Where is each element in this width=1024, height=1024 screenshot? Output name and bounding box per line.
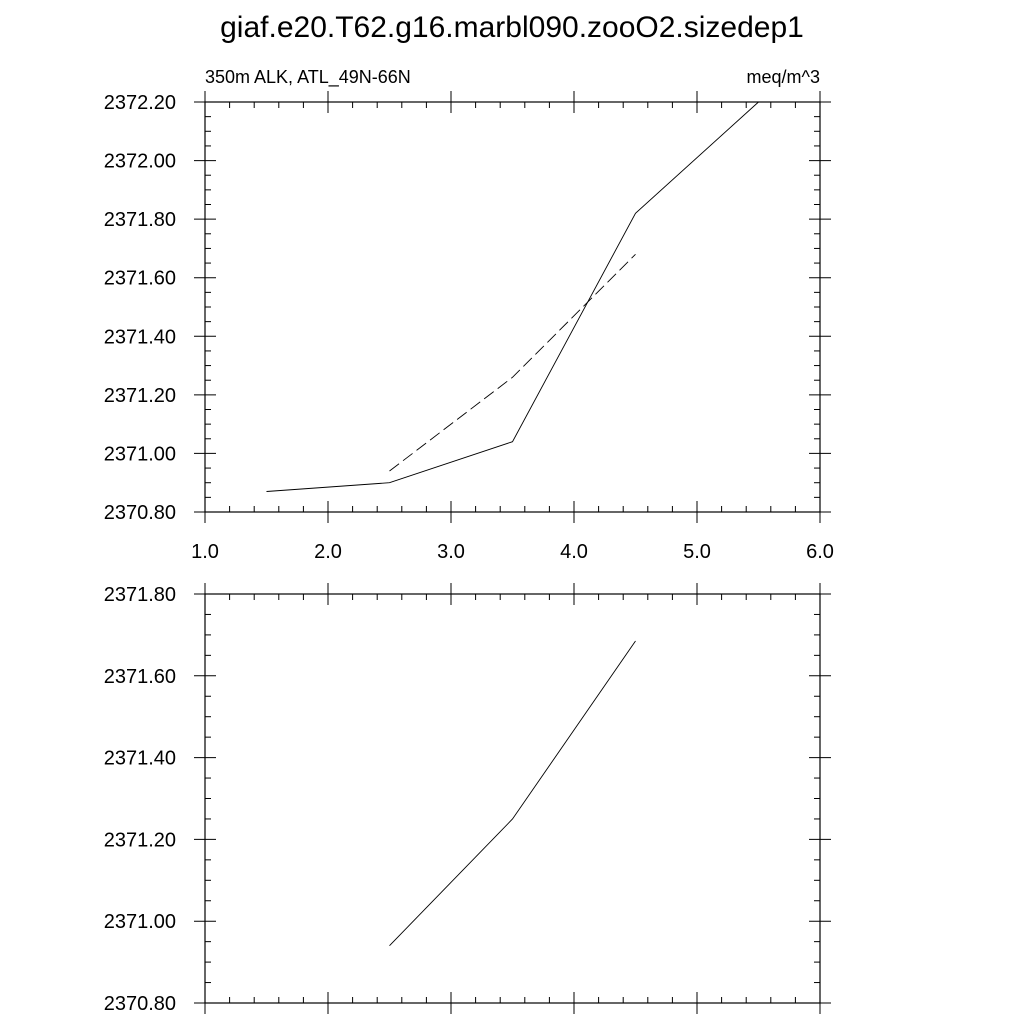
top-x-tick-label: 5.0 [683, 541, 711, 563]
chart-title: giaf.e20.T62.g16.marbl090.zooO2.sizedep1 [220, 11, 804, 44]
bottom-y-tick-label: 2371.60 [104, 666, 176, 688]
top-y-tick-label: 2370.80 [104, 502, 176, 524]
top-y-tick-label: 2372.00 [104, 151, 176, 173]
top-y-tick-label: 2371.60 [104, 268, 176, 290]
top-x-tick-label: 3.0 [437, 541, 465, 563]
top-y-tick-label: 2371.20 [104, 385, 176, 407]
bottom-panel: 2370.80 2371.00 2371.20 2371.40 2371.60 2371.… [104, 583, 831, 1015]
top-series-solid-line [266, 101, 759, 492]
top-y-tick-label: 2371.00 [104, 443, 176, 465]
top-y-tick-label: 2372.20 [104, 92, 176, 114]
top-panel: 350m ALK, ATL_49N-66N meq/m^3 1.0 2.0 3.0 4… [104, 67, 834, 563]
top-panel-left-label: 350m ALK, ATL_49N-66N [205, 67, 411, 88]
bottom-series-solid-line [389, 640, 636, 947]
top-series-dashed-line [389, 253, 636, 472]
bottom-y-tick-label: 2370.80 [104, 993, 176, 1015]
top-panel-right-label: meq/m^3 [747, 67, 820, 87]
top-x-tick-label: 4.0 [560, 541, 588, 563]
bottom-y-tick-label: 2371.00 [104, 911, 176, 933]
top-y-tick-label: 2371.40 [104, 326, 176, 348]
top-x-tick-label: 6.0 [806, 541, 834, 563]
top-x-tick-label: 1.0 [191, 541, 219, 563]
bottom-y-tick-label: 2371.40 [104, 748, 176, 770]
top-x-tick-label: 2.0 [314, 541, 342, 563]
bottom-plot-frame [204, 593, 821, 1004]
top-plot-frame [204, 101, 821, 513]
bottom-y-tick-label: 2371.20 [104, 829, 176, 851]
bottom-y-tick-label: 2371.80 [104, 584, 176, 606]
top-y-tick-label: 2371.80 [104, 209, 176, 231]
